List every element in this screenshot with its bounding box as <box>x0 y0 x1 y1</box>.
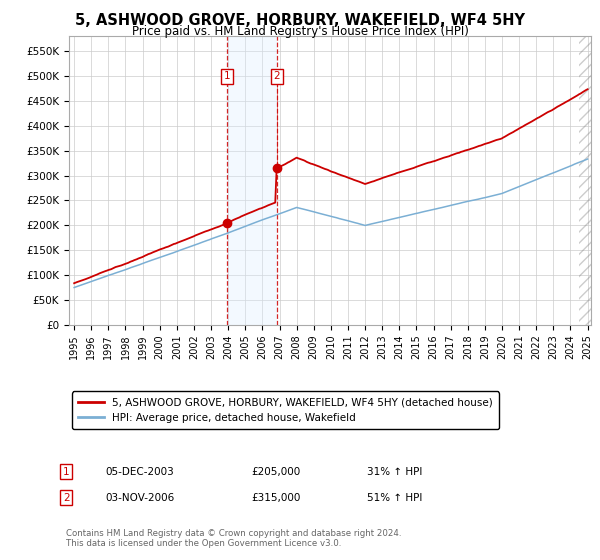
Text: £205,000: £205,000 <box>252 467 301 477</box>
Text: 2: 2 <box>273 71 280 81</box>
Text: 03-NOV-2006: 03-NOV-2006 <box>106 493 175 503</box>
Bar <box>227 36 277 325</box>
Text: 1: 1 <box>63 467 70 477</box>
Text: Price paid vs. HM Land Registry's House Price Index (HPI): Price paid vs. HM Land Registry's House … <box>131 25 469 38</box>
Text: 1: 1 <box>223 71 230 81</box>
Bar <box>579 36 591 325</box>
Text: £315,000: £315,000 <box>252 493 301 503</box>
Text: 05-DEC-2003: 05-DEC-2003 <box>106 467 174 477</box>
Text: 2: 2 <box>63 493 70 503</box>
Text: 31% ↑ HPI: 31% ↑ HPI <box>367 467 422 477</box>
Text: 5, ASHWOOD GROVE, HORBURY, WAKEFIELD, WF4 5HY: 5, ASHWOOD GROVE, HORBURY, WAKEFIELD, WF… <box>75 13 525 28</box>
Legend: 5, ASHWOOD GROVE, HORBURY, WAKEFIELD, WF4 5HY (detached house), HPI: Average pri: 5, ASHWOOD GROVE, HORBURY, WAKEFIELD, WF… <box>71 391 499 429</box>
Text: 51% ↑ HPI: 51% ↑ HPI <box>367 493 422 503</box>
Bar <box>579 36 591 325</box>
Text: Contains HM Land Registry data © Crown copyright and database right 2024.
This d: Contains HM Land Registry data © Crown c… <box>67 529 402 548</box>
